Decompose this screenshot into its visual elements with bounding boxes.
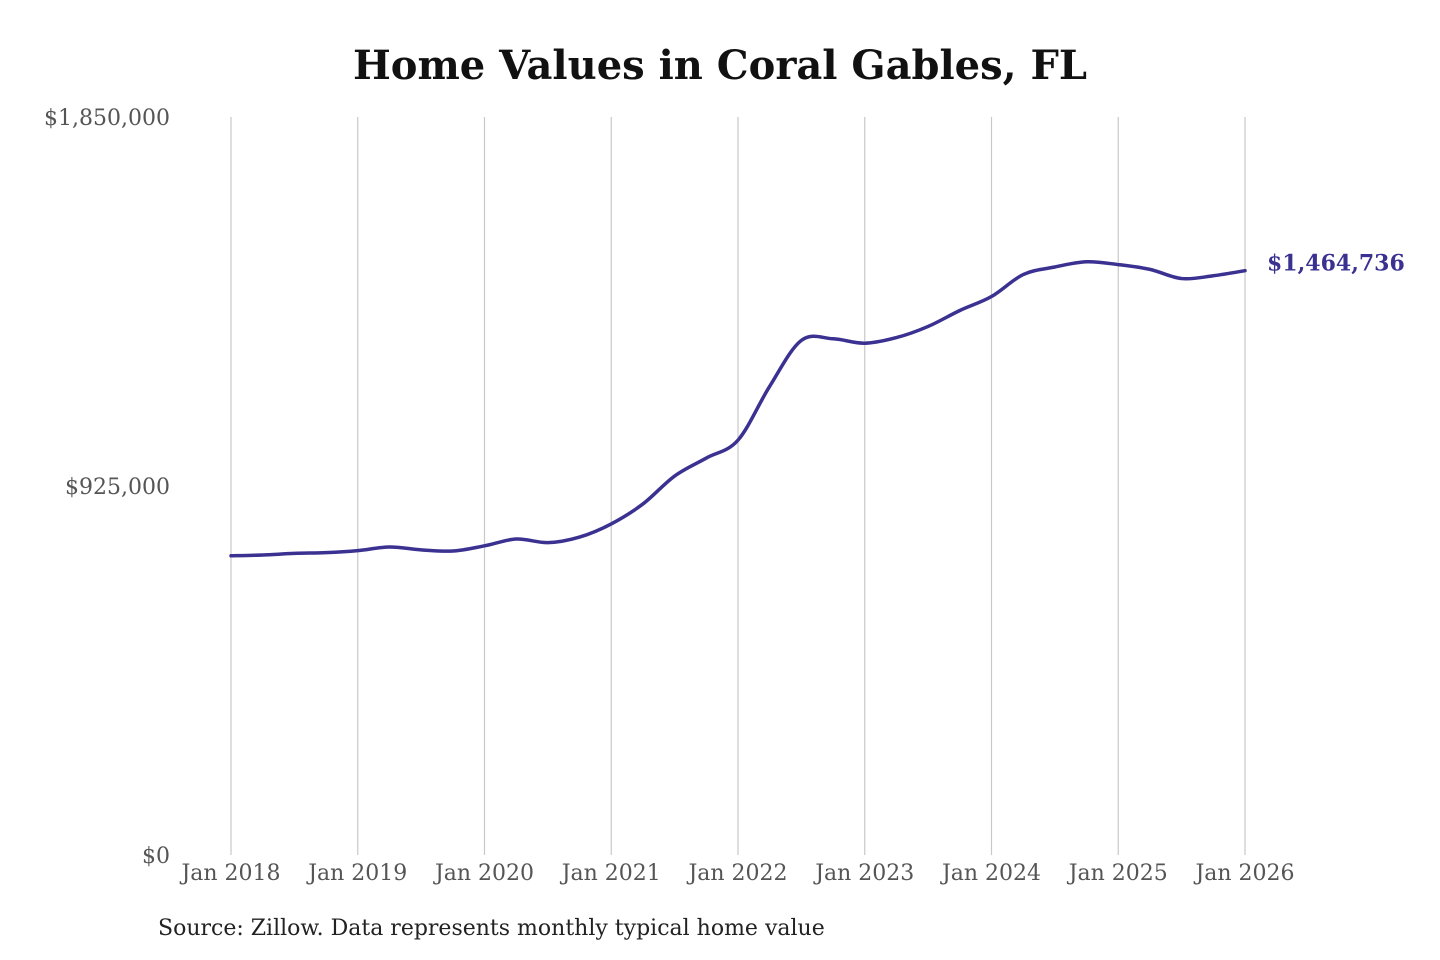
x-tick-label: Jan 2023 [813,861,914,886]
y-tick-label: $925,000 [65,475,170,500]
end-value-label: $1,464,736 [1267,251,1405,277]
series-line-0 [229,260,1247,558]
x-tick-label: Jan 2019 [306,861,407,886]
gridlines [230,117,1246,855]
annotations: $1,464,736 [1267,251,1405,277]
source-note: Source: Zillow. Data represents monthly … [158,916,825,941]
x-tick-label: Jan 2025 [1067,861,1168,886]
x-tick-label: Jan 2022 [686,861,787,886]
y-axis-ticks: $0 $925,000 $1,850,000 [44,106,170,869]
x-tick-label: Jan 2026 [1193,861,1294,886]
x-tick-label: Jan 2021 [560,861,661,886]
x-axis-ticks: Jan 2018 Jan 2019 Jan 2020 Jan 2021 Jan 2022… [179,861,1294,886]
x-tick-label: Jan 2020 [433,861,534,886]
chart-title: Home Values in Coral Gables, FL [352,42,1088,89]
x-tick-label: Jan 2018 [179,861,280,886]
y-tick-label: $1,850,000 [44,106,170,131]
y-tick-label: $0 [142,844,170,869]
x-tick-label: Jan 2024 [940,861,1041,886]
series-layer [229,260,1247,558]
